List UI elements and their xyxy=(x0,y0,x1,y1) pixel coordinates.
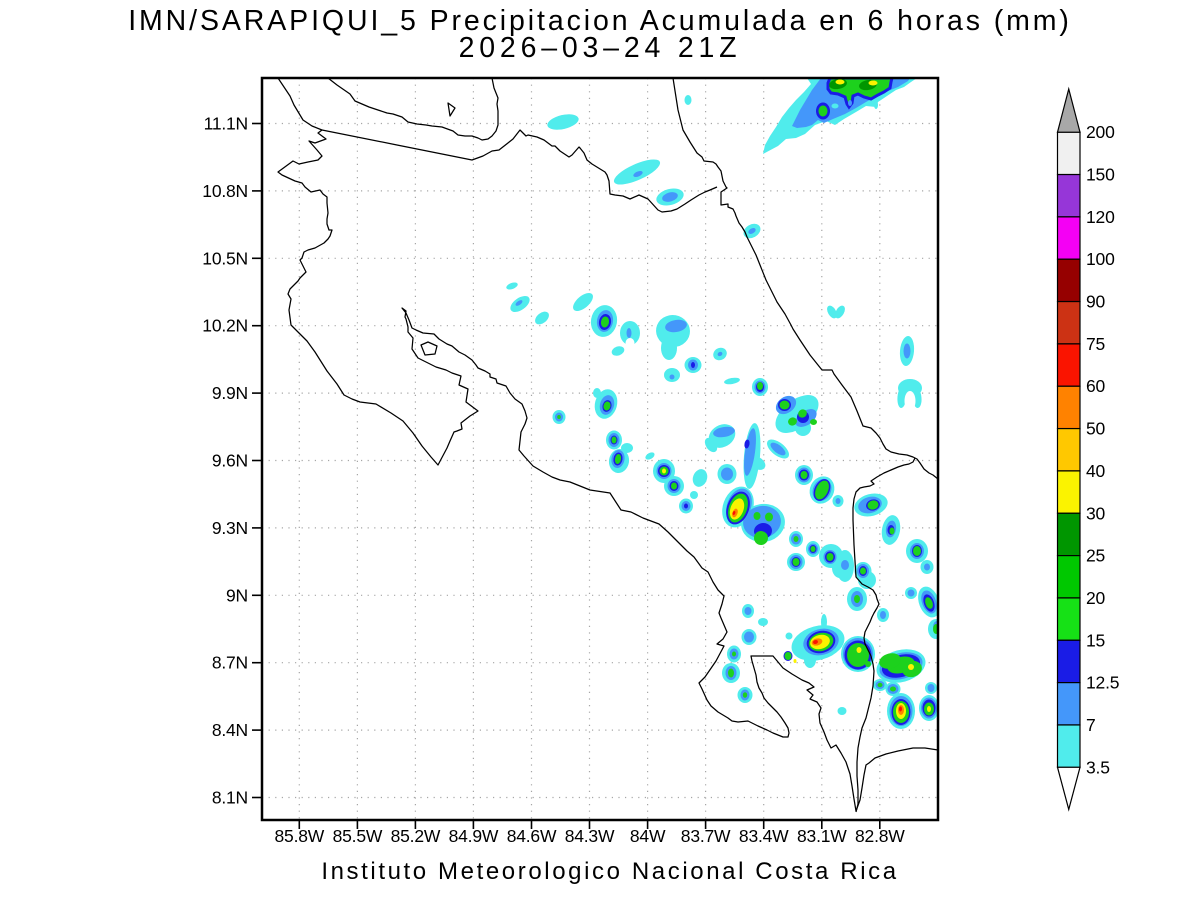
svg-text:83.7W: 83.7W xyxy=(681,826,731,846)
svg-text:3.5: 3.5 xyxy=(1086,757,1110,777)
svg-text:10.8N: 10.8N xyxy=(202,181,248,201)
svg-text:60: 60 xyxy=(1086,376,1106,396)
svg-text:9.3N: 9.3N xyxy=(212,518,248,538)
svg-text:150: 150 xyxy=(1086,165,1115,185)
svg-text:84.3W: 84.3W xyxy=(565,826,615,846)
svg-text:10.5N: 10.5N xyxy=(202,248,248,268)
svg-text:9N: 9N xyxy=(226,585,248,605)
svg-text:85.2W: 85.2W xyxy=(391,826,441,846)
svg-text:200: 200 xyxy=(1086,122,1115,142)
svg-text:11.1N: 11.1N xyxy=(204,114,248,134)
svg-text:15: 15 xyxy=(1086,630,1105,650)
svg-text:20: 20 xyxy=(1086,588,1106,608)
svg-text:75: 75 xyxy=(1086,334,1105,354)
svg-text:90: 90 xyxy=(1086,292,1106,312)
svg-text:9.9N: 9.9N xyxy=(212,383,248,403)
svg-text:Instituto Meteorologico Nacion: Instituto Meteorologico Nacional Costa R… xyxy=(321,858,898,885)
svg-text:7: 7 xyxy=(1086,715,1096,735)
svg-text:85.8W: 85.8W xyxy=(275,826,325,846)
svg-text:2026–03–24 21Z: 2026–03–24 21Z xyxy=(459,32,742,64)
svg-text:8.1N: 8.1N xyxy=(212,788,248,808)
svg-text:85.5W: 85.5W xyxy=(333,826,383,846)
svg-text:84.9W: 84.9W xyxy=(449,826,499,846)
svg-text:120: 120 xyxy=(1086,207,1115,227)
svg-text:8.7N: 8.7N xyxy=(212,653,248,673)
svg-text:100: 100 xyxy=(1086,249,1115,269)
svg-text:82.8W: 82.8W xyxy=(855,826,905,846)
svg-text:50: 50 xyxy=(1086,419,1106,439)
svg-text:25: 25 xyxy=(1086,546,1105,566)
svg-text:84.6W: 84.6W xyxy=(507,826,557,846)
svg-text:10.2N: 10.2N xyxy=(202,316,248,336)
svg-text:84W: 84W xyxy=(630,826,666,846)
svg-text:83.1W: 83.1W xyxy=(797,826,847,846)
svg-text:12.5: 12.5 xyxy=(1086,673,1119,693)
svg-text:8.4N: 8.4N xyxy=(212,720,248,740)
svg-text:IMN/SARAPIQUI_5 Precipitacion: IMN/SARAPIQUI_5 Precipitacion Acumulada … xyxy=(128,5,1072,37)
svg-text:30: 30 xyxy=(1086,503,1106,523)
svg-text:9.6N: 9.6N xyxy=(212,451,248,471)
svg-text:83.4W: 83.4W xyxy=(739,826,789,846)
svg-text:40: 40 xyxy=(1086,461,1106,481)
